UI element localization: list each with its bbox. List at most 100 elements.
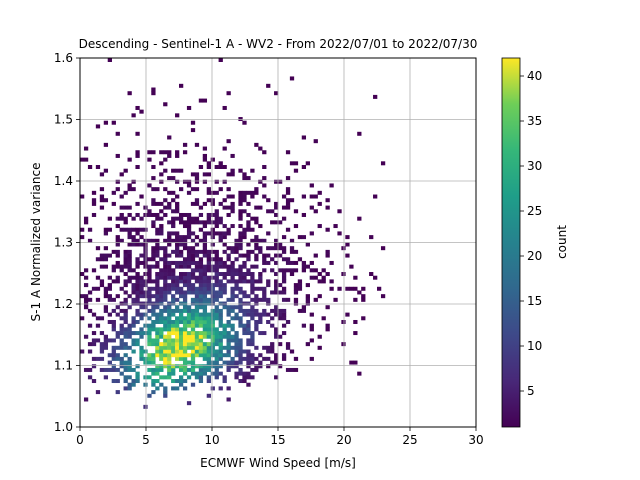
heatmap-cell [281,272,287,277]
heatmap-cell [373,275,378,280]
heatmap-cell [167,308,172,313]
y-tick-label: 1.3 [54,236,73,250]
heatmap-cell [151,91,156,96]
heatmap-cell [218,331,223,336]
heatmap-cell [186,190,192,195]
heatmap-cell [246,249,251,254]
heatmap-cell [182,150,188,155]
heatmap-cell [214,190,219,195]
heatmap-cell [135,242,140,247]
heatmap-cell [214,375,219,380]
heatmap-cell [250,312,255,317]
heatmap-cell [167,345,172,350]
heatmap-cell [202,371,208,376]
heatmap-cell [175,353,180,358]
heatmap-cell [182,367,188,372]
heatmap-cell [258,316,263,321]
heatmap-cell [182,257,188,262]
heatmap-cell [186,401,192,406]
heatmap-cell [115,153,120,158]
heatmap-cell [155,242,160,247]
heatmap-cell [353,275,358,280]
heatmap-cell [151,312,156,317]
heatmap-cell [155,246,160,251]
heatmap-cell [95,257,101,262]
heatmap-cell [163,327,168,332]
heatmap-cell [123,364,128,369]
heatmap-cell [171,224,176,229]
heatmap-cell [313,275,318,280]
heatmap-cell [206,327,211,332]
heatmap-cell [167,331,172,336]
heatmap-cell [278,268,283,273]
heatmap-cell [175,264,180,269]
heatmap-cell [198,331,204,336]
heatmap-cell [202,279,208,284]
heatmap-cell [123,297,128,302]
heatmap-cell [194,187,200,192]
heatmap-cell [123,264,128,269]
heatmap-cell [190,216,196,221]
heatmap-cell [230,305,235,310]
heatmap-cell [163,102,168,107]
heatmap-cell [111,319,116,324]
heatmap-cell [250,356,255,361]
heatmap-cell [206,364,211,369]
heatmap-cell [309,194,314,199]
heatmap-cell [293,283,299,288]
heatmap-cell [234,375,239,380]
heatmap-cell [210,349,215,354]
heatmap-cell [87,227,93,232]
heatmap-cell [151,323,156,328]
heatmap-cell [111,327,116,332]
heatmap-cell [270,209,275,214]
heatmap-cell [103,257,109,262]
heatmap-cell [246,331,251,336]
heatmap-cell [131,268,136,273]
heatmap-cell [250,353,255,358]
heatmap-cell [198,375,204,380]
heatmap-cell [357,290,362,295]
heatmap-cell [278,316,283,321]
heatmap-cell [131,297,136,302]
heatmap-cell [190,120,196,125]
heatmap-cell [194,201,200,206]
heatmap-cell [230,249,235,254]
heatmap-cell [155,286,160,291]
heatmap-cell [202,316,208,321]
heatmap-cell [202,312,208,317]
heatmap-cell [317,345,322,350]
heatmap-cell [218,264,223,269]
heatmap-cell [194,249,200,254]
heatmap-cell [242,290,247,295]
heatmap-cell [171,216,176,221]
heatmap-cell [103,246,109,251]
heatmap-cell [198,283,204,288]
heatmap-cell [151,220,156,225]
heatmap-cell [309,268,314,273]
heatmap-cell [147,272,152,277]
heatmap-cell [238,360,243,365]
heatmap-cell [258,205,263,210]
heatmap-cell [254,142,259,147]
heatmap-cell [99,279,105,284]
heatmap-cell [182,224,188,229]
heatmap-cell [155,338,160,343]
heatmap-cell [218,316,223,321]
heatmap-cell [119,364,124,369]
heatmap-cell [147,334,152,339]
heatmap-cell [210,283,215,288]
y-tick-label: 1.1 [54,359,73,373]
heatmap-cell [139,312,144,317]
heatmap-cell [285,319,291,324]
heatmap-cell [230,260,235,265]
heatmap-cell [190,349,196,354]
heatmap-cell [262,290,267,295]
heatmap-cell [107,353,112,358]
heatmap-cell [163,268,168,273]
heatmap-cell [349,360,354,365]
heatmap-cell [159,257,164,262]
heatmap-cell [230,297,235,302]
heatmap-cell [250,275,255,280]
heatmap-cell [281,235,287,240]
